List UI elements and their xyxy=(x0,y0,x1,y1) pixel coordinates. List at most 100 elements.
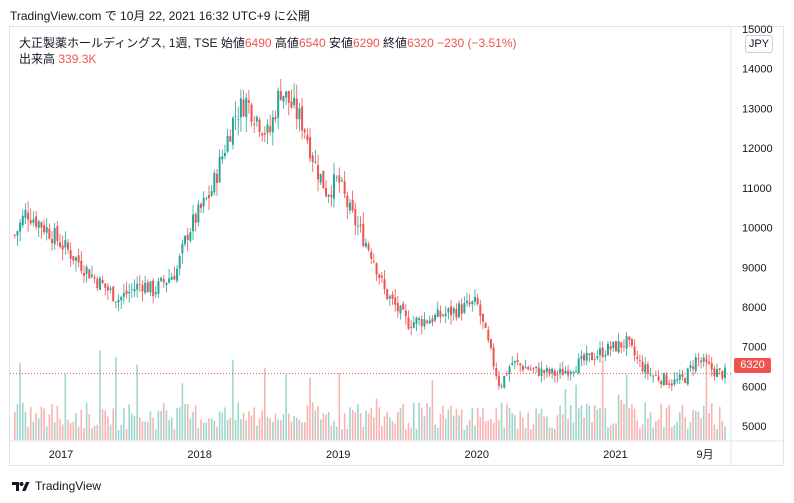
volume-bar xyxy=(577,408,580,440)
candle-body xyxy=(665,374,668,385)
volume-bar xyxy=(681,404,684,440)
candle-body xyxy=(181,243,184,254)
candle-body xyxy=(591,352,594,361)
candle-body xyxy=(231,117,234,145)
candle-body xyxy=(713,368,716,376)
volume-bar xyxy=(40,406,43,440)
candle-body xyxy=(521,365,524,371)
volume-bar xyxy=(35,412,37,440)
volume-bar xyxy=(269,418,271,440)
volume-bar xyxy=(325,414,327,440)
candle-body xyxy=(543,370,546,374)
candle-body xyxy=(253,123,256,125)
volume-bar xyxy=(410,428,412,440)
candle-body xyxy=(426,320,429,323)
candle-body xyxy=(120,296,123,301)
candle-body xyxy=(303,129,306,133)
volume-bar xyxy=(591,421,593,440)
volume-bar xyxy=(564,389,567,440)
volume-bar xyxy=(391,421,394,440)
volume-bar xyxy=(460,409,463,440)
candle-body xyxy=(418,318,421,321)
volume-bar xyxy=(234,419,237,440)
volume-bar xyxy=(583,417,585,440)
volume-bar xyxy=(668,404,670,440)
candle-body xyxy=(588,353,591,355)
candle-body xyxy=(447,308,450,313)
volume-bar xyxy=(585,403,588,440)
candle-body xyxy=(77,255,80,263)
y-tick-label: 15000 xyxy=(742,24,773,36)
candle-body xyxy=(64,239,67,248)
volume-bar xyxy=(684,417,686,440)
footer-brand[interactable]: TradingView xyxy=(12,479,101,493)
volume-bar xyxy=(264,367,266,440)
candle-body xyxy=(98,277,101,290)
candle-body xyxy=(460,304,463,314)
volume-bar xyxy=(96,424,99,440)
candle-body xyxy=(160,277,163,281)
volume-bar xyxy=(301,422,303,440)
candle-body xyxy=(559,368,562,374)
volume-bar xyxy=(644,402,647,440)
candle-body xyxy=(700,360,703,363)
candle-body xyxy=(269,126,272,132)
y-tick-label: 11000 xyxy=(742,183,772,195)
candle-body xyxy=(548,368,551,374)
candle-body xyxy=(327,195,330,197)
candle-body xyxy=(535,366,538,368)
volume-bar xyxy=(407,422,410,440)
candle-body xyxy=(428,320,431,324)
volume-bar xyxy=(436,428,439,440)
volume-bar xyxy=(229,417,232,440)
volume-bar xyxy=(205,422,208,440)
candle-body xyxy=(614,341,617,352)
volume-value: 339.3K xyxy=(58,52,97,66)
volume-bar xyxy=(335,426,338,440)
candle-body xyxy=(29,220,32,224)
candle-body xyxy=(234,116,237,118)
volume-bar xyxy=(242,412,245,440)
volume-bar xyxy=(250,415,253,440)
candle-body xyxy=(263,133,266,135)
symbol-name[interactable]: 大正製薬ホールディングス, 1週, TSE xyxy=(19,36,218,50)
candle-body xyxy=(708,361,711,364)
candle-body xyxy=(133,289,136,292)
candle-body xyxy=(577,358,580,374)
candle-body xyxy=(380,275,383,278)
low-label: 安値 xyxy=(328,36,353,50)
candle-body xyxy=(205,197,208,199)
x-tick-label: 2020 xyxy=(465,449,489,461)
volume-bar xyxy=(306,405,309,440)
candle-body xyxy=(109,288,112,290)
volume-bar xyxy=(362,426,365,440)
candle-body xyxy=(654,375,657,376)
candle-body xyxy=(436,309,439,317)
candle-body xyxy=(622,346,625,348)
candle-body xyxy=(497,375,500,386)
candle-body xyxy=(505,374,508,376)
candle-body xyxy=(580,355,583,360)
candle-body xyxy=(162,279,165,283)
volume-bar xyxy=(152,417,154,440)
volume-bar xyxy=(676,421,678,440)
candle-body xyxy=(325,187,328,197)
candle-body xyxy=(122,292,125,297)
candle-body xyxy=(724,367,727,378)
high-label: 高値 xyxy=(274,36,299,50)
volume-bar xyxy=(601,359,604,440)
candle-body xyxy=(364,242,367,247)
candle-body xyxy=(633,346,636,356)
candle-body xyxy=(489,339,492,348)
candle-body xyxy=(604,354,607,357)
candle-body xyxy=(138,284,141,285)
chart-frame[interactable] xyxy=(9,26,784,466)
candle-body xyxy=(340,180,343,181)
candle-body xyxy=(673,379,676,385)
volume-bar xyxy=(394,423,396,440)
candle-body xyxy=(386,289,389,300)
candle-body xyxy=(74,257,77,261)
currency-button[interactable]: JPY xyxy=(745,35,773,53)
candle-body xyxy=(178,255,181,269)
